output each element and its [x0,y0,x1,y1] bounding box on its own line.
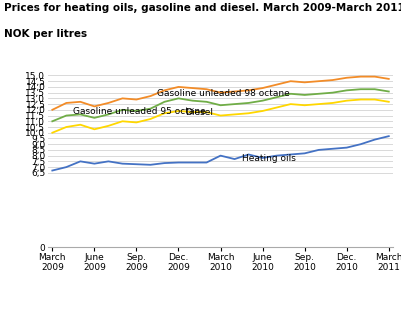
Text: Gasoline unleaded 95 octane: Gasoline unleaded 95 octane [73,107,206,116]
Text: Diesel: Diesel [186,108,213,117]
Text: NOK per litres: NOK per litres [4,29,87,39]
Text: Heating oils: Heating oils [241,154,296,163]
Text: Gasoline unleaded 98 octane: Gasoline unleaded 98 octane [158,89,290,98]
Text: Prices for heating oils, gasoline and diesel. March 2009-March 2011.: Prices for heating oils, gasoline and di… [4,3,401,13]
